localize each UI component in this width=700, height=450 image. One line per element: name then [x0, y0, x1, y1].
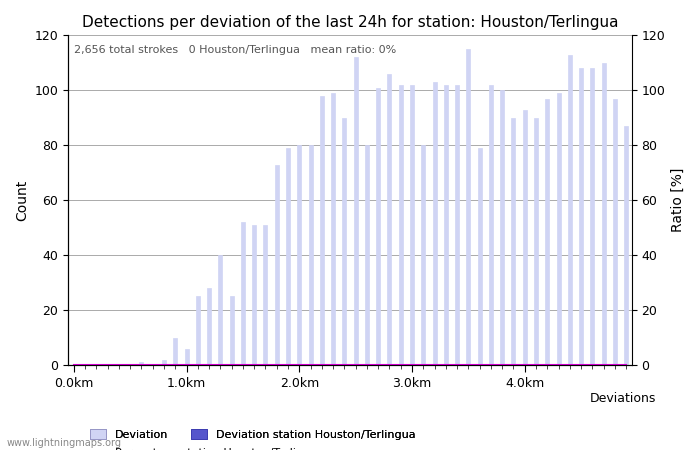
Bar — [354, 57, 358, 365]
Bar — [342, 118, 346, 365]
Bar — [309, 145, 312, 365]
Bar — [331, 93, 335, 365]
Title: Detections per deviation of the last 24h for station: Houston/Terlingua: Detections per deviation of the last 24h… — [82, 15, 618, 30]
Bar — [162, 360, 166, 365]
Bar — [613, 99, 617, 365]
Bar — [185, 349, 188, 365]
Legend: Percentage station Houston/Terlingua: Percentage station Houston/Terlingua — [90, 447, 324, 450]
Bar — [196, 297, 200, 365]
Bar — [274, 165, 279, 365]
Bar — [489, 85, 493, 365]
Bar — [556, 93, 561, 365]
Bar — [139, 362, 144, 365]
Bar — [410, 85, 414, 365]
Bar — [320, 96, 324, 365]
Bar — [534, 118, 538, 365]
Bar — [590, 68, 594, 365]
Bar — [579, 68, 583, 365]
Bar — [388, 74, 391, 365]
Bar — [477, 148, 482, 365]
Bar — [624, 126, 628, 365]
Bar — [421, 145, 426, 365]
Bar — [455, 85, 459, 365]
Bar — [298, 145, 301, 365]
Bar — [241, 222, 245, 365]
Text: 2,656 total strokes   0 Houston/Terlingua   mean ratio: 0%: 2,656 total strokes 0 Houston/Terlingua … — [74, 45, 396, 55]
Bar — [252, 225, 256, 365]
Bar — [174, 338, 177, 365]
Bar — [286, 148, 290, 365]
Bar — [512, 118, 515, 365]
Bar — [602, 63, 606, 365]
Bar — [207, 288, 211, 365]
Bar — [230, 297, 234, 365]
Bar — [365, 145, 369, 365]
Bar — [433, 82, 437, 365]
Bar — [545, 99, 550, 365]
Bar — [376, 88, 380, 365]
Bar — [218, 255, 223, 365]
Text: Deviations: Deviations — [590, 392, 656, 405]
Bar — [263, 225, 267, 365]
Bar — [523, 109, 526, 365]
Bar — [500, 90, 504, 365]
Bar — [399, 85, 402, 365]
Bar — [568, 54, 572, 365]
Y-axis label: Count: Count — [15, 180, 29, 221]
Text: www.lightningmaps.org: www.lightningmaps.org — [7, 438, 122, 448]
Y-axis label: Ratio [%]: Ratio [%] — [671, 168, 685, 233]
Bar — [466, 49, 470, 365]
Bar — [444, 85, 448, 365]
Legend: Deviation, Deviation station Houston/Terlingua: Deviation, Deviation station Houston/Ter… — [90, 429, 416, 440]
